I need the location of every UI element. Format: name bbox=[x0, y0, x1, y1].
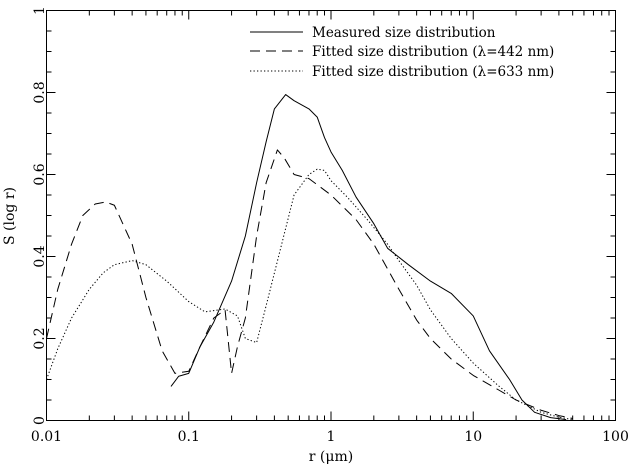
x-tick-label: 0.1 bbox=[178, 429, 200, 445]
y-tick-label: 0.2 bbox=[32, 327, 48, 349]
series-line-2 bbox=[46, 149, 573, 419]
legend-label-3: Fitted size distribution (λ=633 nm) bbox=[312, 64, 554, 80]
axis-ticks: 0.01 0.1 1 10 100 0 0.2 0.4 0.6 0.8 1 bbox=[31, 6, 629, 445]
y-tick-label: 0.8 bbox=[32, 81, 48, 103]
y-tick-label: 0 bbox=[32, 416, 48, 425]
legend-label-2: Fitted size distribution (λ=442 nm) bbox=[312, 44, 554, 60]
y-axis-title: S (log r) bbox=[2, 187, 18, 245]
x-tick-label: 100 bbox=[602, 429, 629, 445]
y-tick-label: 1 bbox=[32, 6, 48, 15]
x-axis-title: r (μm) bbox=[309, 449, 353, 465]
series-line-1 bbox=[170, 94, 567, 421]
legend-label-1: Measured size distribution bbox=[312, 25, 496, 41]
legend: Measured size distribution Fitted size di… bbox=[250, 25, 554, 80]
x-tick-label: 1 bbox=[327, 429, 336, 445]
y-tick-label: 0.4 bbox=[32, 245, 48, 267]
series-line-3 bbox=[46, 168, 573, 421]
x-tick-label: 10 bbox=[464, 429, 482, 445]
x-tick-label: 0.01 bbox=[31, 429, 62, 445]
y-tick-label: 0.6 bbox=[32, 163, 48, 185]
series-lines bbox=[46, 94, 573, 421]
